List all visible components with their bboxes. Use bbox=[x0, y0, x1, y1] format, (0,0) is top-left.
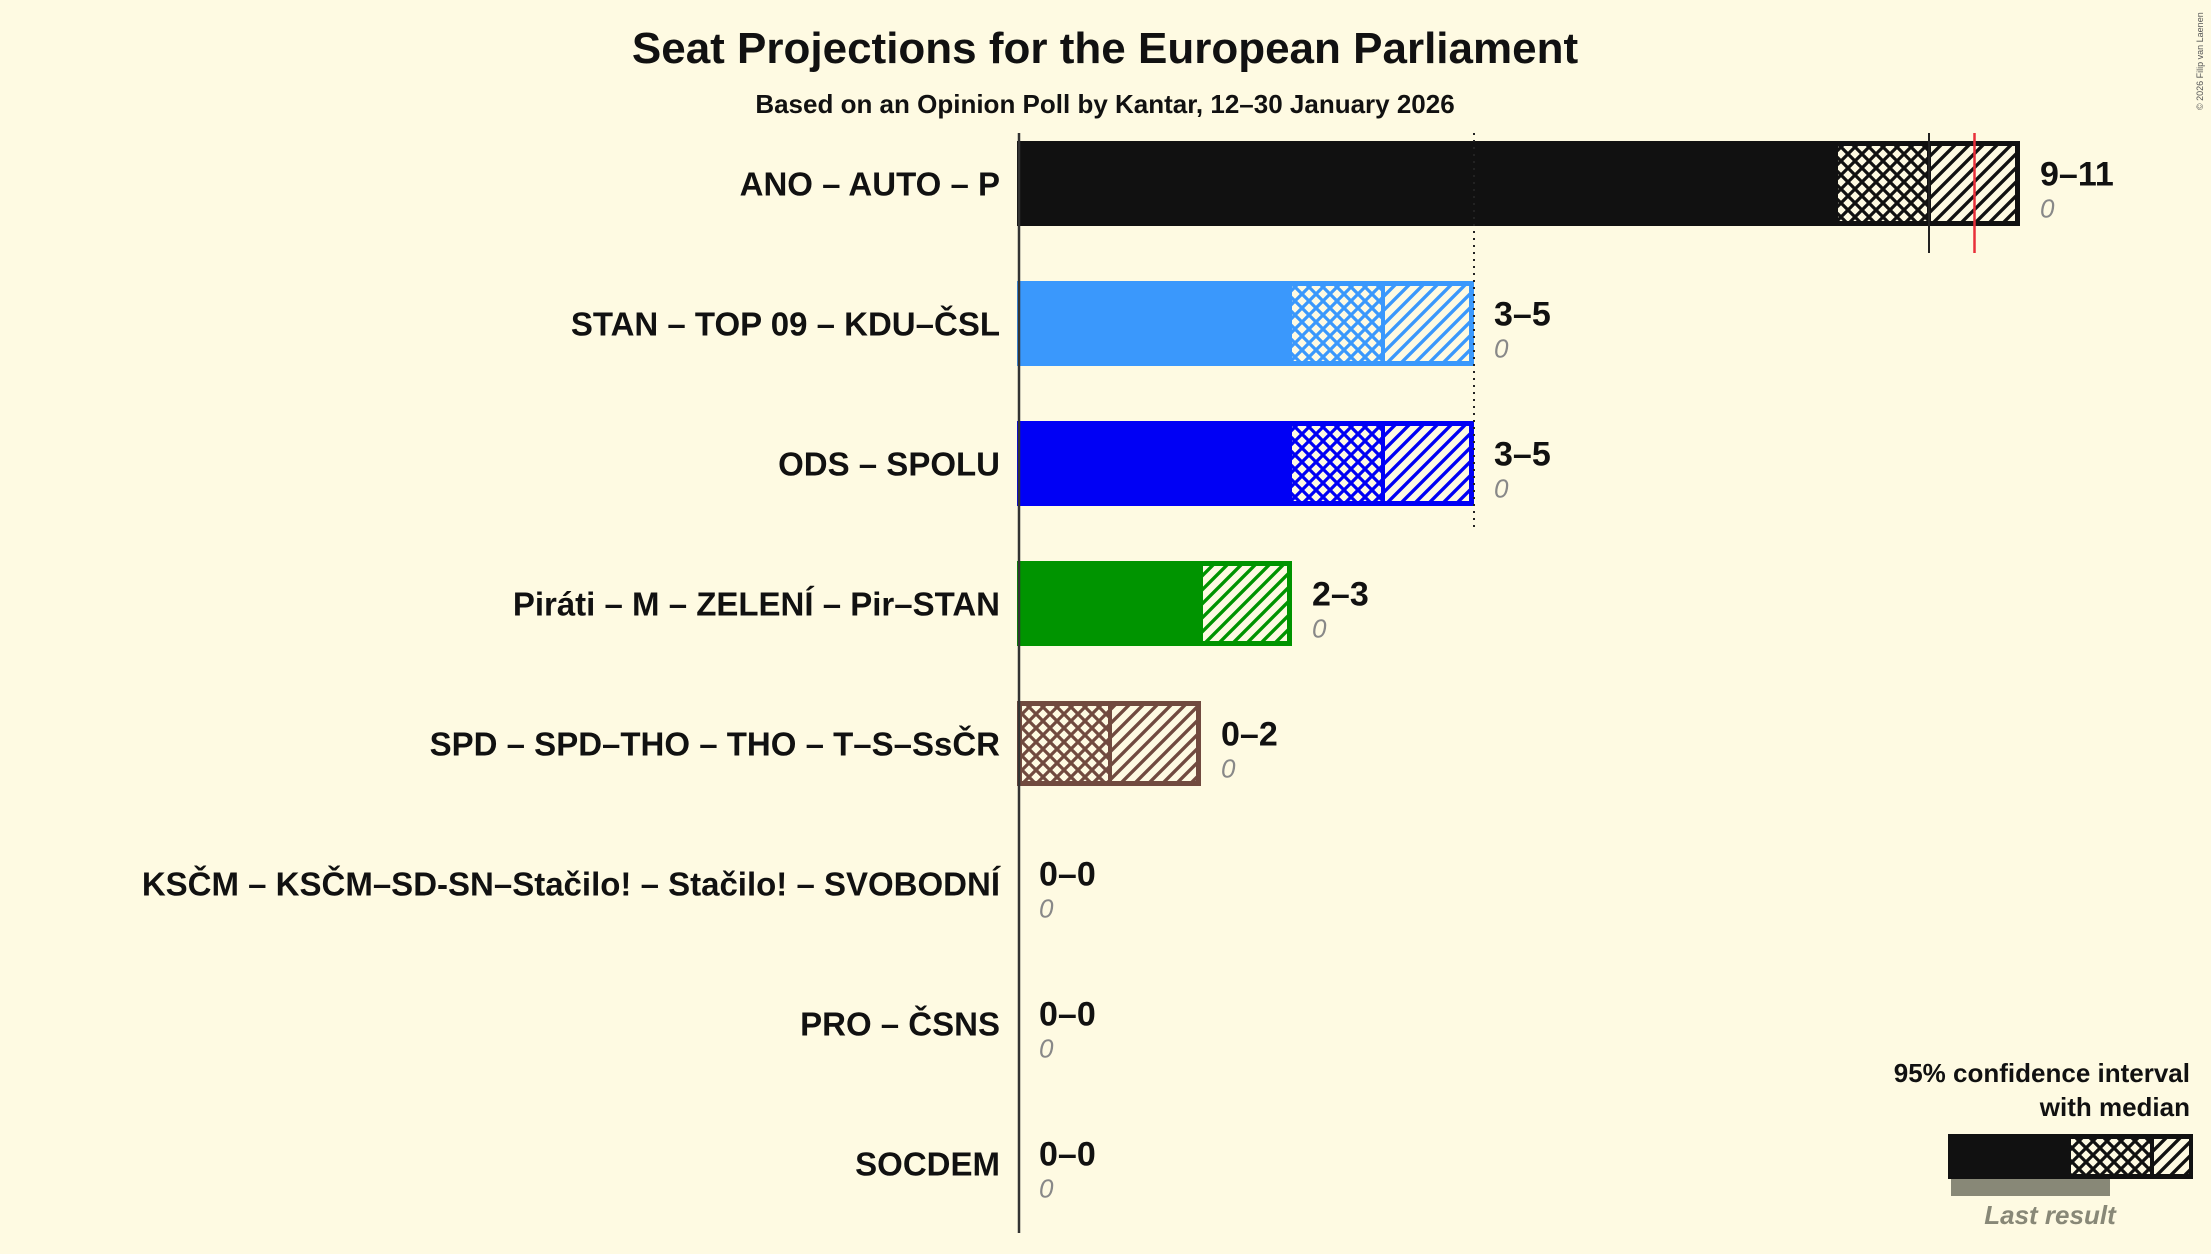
party-label: Piráti – M – ZELENÍ – Pir–STAN bbox=[513, 586, 1000, 623]
last-result-label: 0 bbox=[1494, 474, 1509, 504]
legend-title-line2: with median bbox=[2039, 1092, 2190, 1122]
legend-crosshatch-swatch bbox=[2071, 1139, 2150, 1174]
bars-group bbox=[1017, 141, 2020, 786]
ci-lower-crosshatch bbox=[1838, 146, 1927, 221]
last-result-label: 0 bbox=[1221, 754, 1236, 784]
ci-upper-hatch bbox=[1931, 146, 2015, 221]
party-label: SOCDEM bbox=[855, 1146, 1000, 1183]
ci-upper-hatch bbox=[1385, 426, 1469, 501]
last-result-label: 0 bbox=[1494, 334, 1509, 364]
last-result-label: 0 bbox=[1039, 894, 1054, 924]
seat-range-label: 3–5 bbox=[1494, 296, 1551, 334]
last-result-label: 0 bbox=[2040, 194, 2055, 224]
legend-last-result-bar bbox=[1951, 1178, 2110, 1196]
ci-lower-crosshatch bbox=[1292, 426, 1381, 501]
legend-hatch-swatch bbox=[2154, 1139, 2189, 1174]
ci-upper-hatch bbox=[1112, 706, 1196, 781]
ci-upper-hatch bbox=[1385, 286, 1469, 361]
seat-range-label: 0–2 bbox=[1221, 716, 1278, 754]
seat-range-label: 0–0 bbox=[1039, 856, 1096, 894]
party-label: SPD – SPD–THO – THO – T–S–SsČR bbox=[430, 725, 1001, 763]
party-label: PRO – ČSNS bbox=[800, 1005, 1000, 1043]
party-bar-2 bbox=[1017, 421, 1474, 506]
seat-range-label: 2–3 bbox=[1312, 576, 1369, 614]
last-result-label: 0 bbox=[1312, 614, 1327, 644]
reference-lines bbox=[1473, 133, 1976, 532]
ci-upper-hatch bbox=[1203, 566, 1287, 641]
legend: 95% confidence interval with median Last… bbox=[1894, 1058, 2193, 1230]
legend-solid-swatch bbox=[1948, 1134, 2193, 1179]
ci-lower-crosshatch bbox=[1292, 286, 1381, 361]
legend-title-line1: 95% confidence interval bbox=[1894, 1058, 2190, 1088]
copyright-text: © 2026 Filip van Laenen bbox=[2195, 12, 2205, 110]
seat-range-label: 0–0 bbox=[1039, 996, 1096, 1034]
last-result-label: 0 bbox=[1039, 1174, 1054, 1204]
party-bar-4 bbox=[1017, 701, 1201, 786]
chart-title: Seat Projections for the European Parlia… bbox=[632, 24, 1579, 73]
seat-range-label: 9–11 bbox=[2040, 156, 2114, 194]
ci-lower-crosshatch bbox=[1022, 706, 1108, 781]
party-label: STAN – TOP 09 – KDU–ČSL bbox=[571, 305, 1000, 343]
seat-range-label: 0–0 bbox=[1039, 1136, 1096, 1174]
chart-subtitle: Based on an Opinion Poll by Kantar, 12–3… bbox=[755, 89, 1454, 119]
party-label: KSČM – KSČM–SD-SN–Stačilo! – Stačilo! – … bbox=[142, 865, 1001, 903]
party-label: ANO – AUTO – P bbox=[740, 166, 1000, 203]
legend-last-result-label: Last result bbox=[1984, 1200, 2117, 1230]
party-bar-1 bbox=[1017, 281, 1474, 366]
party-bar-0 bbox=[1017, 141, 2020, 226]
last-result-label: 0 bbox=[1039, 1034, 1054, 1064]
party-label: ODS – SPOLU bbox=[778, 446, 1000, 483]
seat-range-label: 3–5 bbox=[1494, 436, 1551, 474]
party-bar-3 bbox=[1017, 561, 1292, 646]
